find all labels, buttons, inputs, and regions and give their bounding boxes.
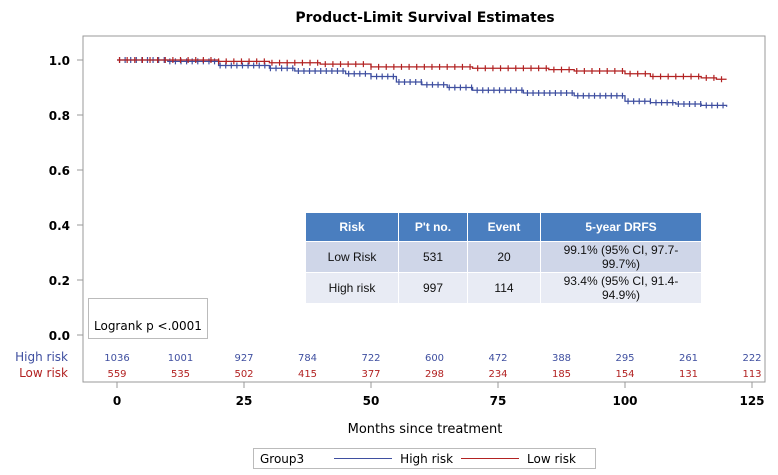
at-risk-count: 388 bbox=[552, 353, 571, 364]
table-header-row: Risk P't no. Event 5-year DRFS bbox=[305, 212, 702, 242]
table-row: Low Risk 531 20 99.1% (95% CI, 97.7-99.7… bbox=[305, 241, 702, 273]
legend-item-high-risk: High risk bbox=[400, 451, 454, 466]
survival-curve-high-risk bbox=[117, 59, 728, 107]
table-cell: 114 bbox=[467, 272, 541, 304]
x-tick-label: 75 bbox=[490, 394, 507, 408]
legend-item-low-risk: Low risk bbox=[527, 451, 576, 466]
table-header: Event bbox=[467, 212, 541, 242]
at-risk-count: 535 bbox=[171, 369, 190, 380]
logrank-annotation: Logrank p <.0001 bbox=[88, 298, 208, 339]
at-risk-count: 295 bbox=[615, 353, 634, 364]
summary-table: Risk P't no. Event 5-year DRFS Low Risk … bbox=[305, 212, 702, 304]
table-header: 5-year DRFS bbox=[540, 212, 702, 242]
at-risk-count: 784 bbox=[298, 353, 317, 364]
x-tick-label: 50 bbox=[363, 394, 380, 408]
table-cell: Low Risk bbox=[305, 241, 399, 273]
at-risk-label: High risk bbox=[15, 350, 68, 364]
table-cell: 20 bbox=[467, 241, 541, 273]
chart-title: Product-Limit Survival Estimates bbox=[295, 10, 554, 26]
at-risk-label: Low risk bbox=[19, 366, 68, 380]
at-risk-count: 234 bbox=[488, 369, 507, 380]
table-cell: 997 bbox=[398, 272, 468, 304]
at-risk-count: 600 bbox=[425, 353, 444, 364]
table-cell: High risk bbox=[305, 272, 399, 304]
at-risk-count: 927 bbox=[234, 353, 253, 364]
legend-line-high-risk bbox=[334, 458, 393, 459]
x-tick-label: 100 bbox=[612, 394, 637, 408]
at-risk-count: 1001 bbox=[168, 353, 193, 364]
at-risk-count: 154 bbox=[615, 369, 634, 380]
x-tick-label: 25 bbox=[236, 394, 253, 408]
at-risk-count: 185 bbox=[552, 369, 571, 380]
at-risk-count: 261 bbox=[679, 353, 698, 364]
at-risk-count: 377 bbox=[361, 369, 380, 380]
table-row: High risk 997 114 93.4% (95% CI, 91.4-94… bbox=[305, 272, 702, 304]
x-tick-label: 125 bbox=[739, 394, 764, 408]
at-risk-count: 415 bbox=[298, 369, 317, 380]
survival-curve-low-risk bbox=[117, 59, 727, 80]
y-tick-label: 0.0 bbox=[49, 329, 70, 343]
y-tick-label: 1.0 bbox=[49, 54, 70, 68]
at-risk-count: 472 bbox=[488, 353, 507, 364]
legend-line-low-risk bbox=[461, 458, 520, 459]
x-axis-label: Months since treatment bbox=[348, 422, 503, 437]
y-tick-label: 0.8 bbox=[49, 109, 70, 123]
at-risk-count: 298 bbox=[425, 369, 444, 380]
at-risk-count: 222 bbox=[742, 353, 761, 364]
at-risk-count: 113 bbox=[742, 369, 761, 380]
y-tick-label: 0.6 bbox=[49, 164, 70, 178]
table-cell: 531 bbox=[398, 241, 468, 273]
y-tick-label: 0.4 bbox=[49, 219, 70, 233]
at-risk-count: 722 bbox=[361, 353, 380, 364]
at-risk-count: 559 bbox=[107, 369, 126, 380]
legend-title: Group3 bbox=[260, 451, 305, 466]
x-tick-label: 0 bbox=[113, 394, 121, 408]
table-cell: 99.1% (95% CI, 97.7-99.7%) bbox=[540, 241, 702, 273]
at-risk-count: 131 bbox=[679, 369, 698, 380]
at-risk-count: 1036 bbox=[104, 353, 129, 364]
table-header: P't no. bbox=[398, 212, 468, 242]
y-tick-label: 0.2 bbox=[49, 274, 70, 288]
legend: Group3 High risk Low risk bbox=[253, 448, 596, 469]
at-risk-count: 502 bbox=[234, 369, 253, 380]
table-header: Risk bbox=[305, 212, 399, 242]
table-cell: 93.4% (95% CI, 91.4-94.9%) bbox=[540, 272, 702, 304]
plot-frame bbox=[82, 35, 766, 383]
